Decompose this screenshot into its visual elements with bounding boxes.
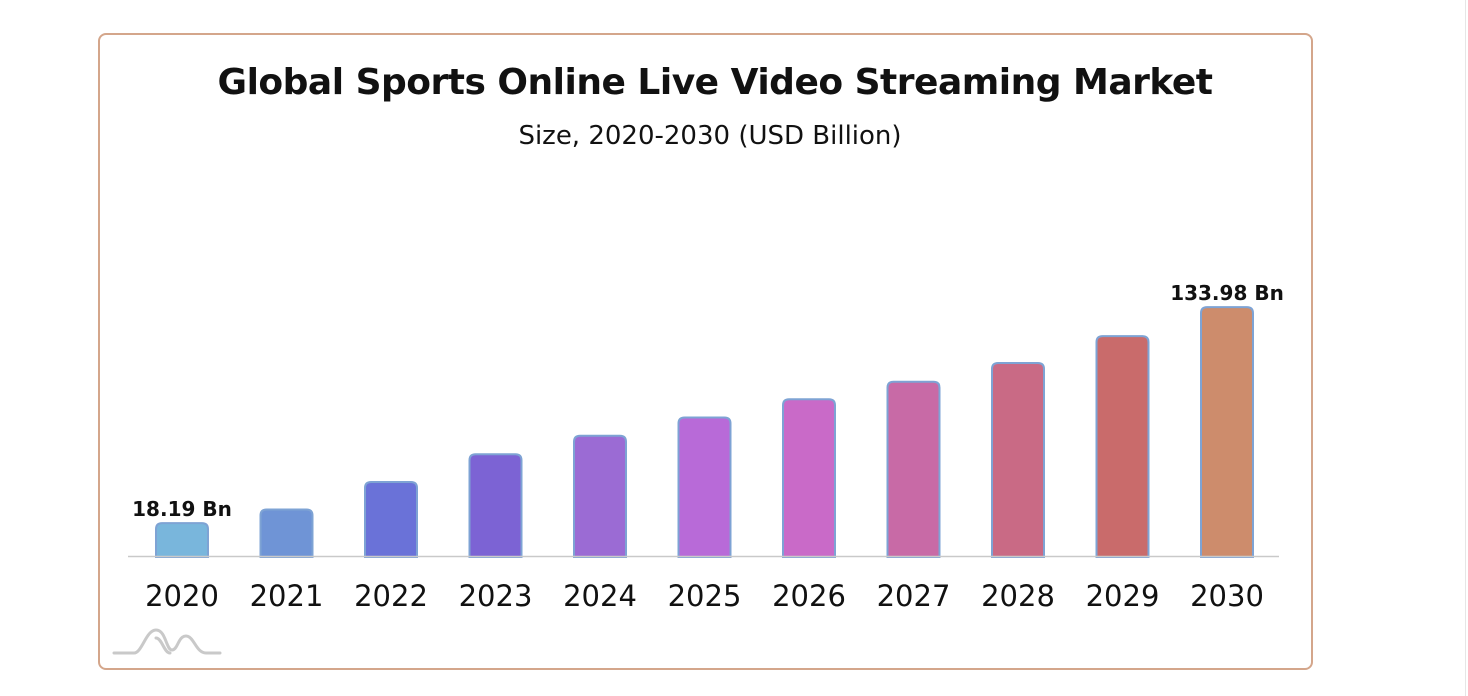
x-tick-label-2022: 2022 (354, 579, 428, 613)
bar-2027 (886, 380, 941, 558)
x-tick-label-2030: 2030 (1190, 579, 1264, 613)
x-tick-label-2026: 2026 (772, 579, 846, 613)
chart-subtitle: Size, 2020-2030 (USD Billion) (518, 121, 902, 151)
chart-title: Global Sports Online Live Video Streamin… (217, 62, 1213, 103)
x-tick-label-2020: 2020 (145, 579, 219, 613)
brand-logo-icon (112, 628, 222, 655)
labels-group: 2020 18.19 Bn 2021 2022 2023 2024 2025 2026 2027… (132, 281, 1284, 613)
bar-2024 (573, 434, 627, 558)
page-divider (1465, 0, 1466, 696)
bar-2030 (1200, 306, 1254, 558)
bar-2025 (677, 416, 732, 558)
x-tick-label-2029: 2029 (1086, 579, 1160, 613)
x-tick-label-2025: 2025 (668, 579, 742, 613)
bar-2028 (991, 362, 1045, 558)
bar-2023 (468, 453, 523, 558)
x-tick-label-2023: 2023 (459, 579, 533, 613)
bar-2022 (364, 481, 418, 558)
x-tick-label-2021: 2021 (250, 579, 324, 613)
data-label-2030: 133.98 Bn (1170, 281, 1284, 305)
bar-2029 (1095, 335, 1150, 558)
bar-2021 (259, 508, 314, 558)
bar-2026 (782, 398, 836, 558)
bars-group (155, 306, 1254, 558)
x-tick-label-2024: 2024 (563, 579, 637, 613)
bar-2020 (155, 522, 209, 558)
x-tick-label-2028: 2028 (981, 579, 1055, 613)
data-label-2020: 18.19 Bn (132, 497, 232, 521)
x-tick-label-2027: 2027 (877, 579, 951, 613)
